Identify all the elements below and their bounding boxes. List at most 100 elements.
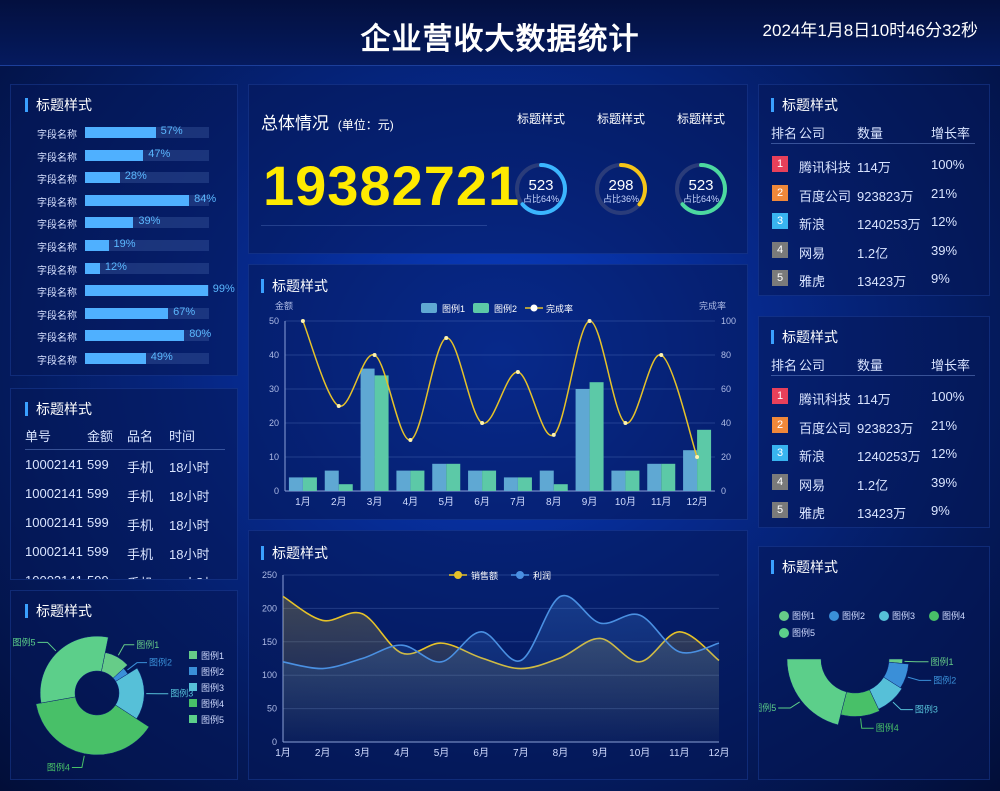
order-id: 10002141	[25, 457, 83, 472]
order-time: 18小时	[169, 573, 209, 579]
legend-label: 图例2	[201, 666, 224, 677]
rank-badge: 3	[772, 445, 788, 461]
x-tick-label: 2月	[331, 496, 347, 508]
page-title: 企业营收大数据统计	[360, 23, 640, 56]
x-tick-label: 12月	[687, 496, 708, 508]
y-tick-label: 50	[269, 316, 279, 326]
bar	[575, 389, 590, 491]
panel-title: 标题样式	[261, 546, 328, 560]
overview-title: 总体情况 (单位：元)	[261, 109, 394, 134]
bar	[482, 470, 497, 491]
col-header-time: 时间	[169, 429, 196, 444]
company-name: 新浪	[799, 449, 826, 464]
line-point	[623, 421, 628, 425]
panel-title: 标题样式	[771, 560, 838, 574]
bar-list-fill	[85, 330, 185, 342]
growth-rate: 9%	[931, 503, 950, 518]
bar-list-track	[85, 330, 209, 342]
bar	[553, 484, 568, 491]
bar-list-fill	[85, 172, 120, 184]
line-point	[480, 421, 485, 425]
pie-leader-line	[892, 701, 913, 711]
company-name: 百度公司	[799, 188, 852, 204]
bar-list-row: 字段名称 80%	[37, 328, 237, 344]
order-id: 10002141	[25, 544, 83, 559]
growth-rate: 39%	[931, 242, 958, 258]
growth-rate: 9%	[931, 271, 950, 286]
legend-swatch	[421, 303, 437, 313]
bar	[517, 477, 532, 491]
x-tick-label: 10月	[629, 747, 650, 759]
panel-title: 标题样式	[771, 330, 838, 344]
bar-list-fill	[85, 353, 146, 364]
gauge-value: 523	[528, 177, 553, 194]
bar	[468, 470, 483, 491]
company-amount: 114万	[857, 392, 891, 407]
area-chart: 0 50 100 150 200 250 1月 2月 3月 4月 5月 6月 7月 8月 9月 10月 11月 1…	[262, 570, 730, 759]
legend-marker	[516, 571, 524, 579]
y2-axis-label: 完成率	[699, 300, 726, 311]
gauge-ratio: 占比64%	[523, 193, 559, 204]
company-name: 百度公司	[799, 420, 852, 436]
bar-list-value: 80%	[189, 328, 212, 341]
datetime-display: 2024年1月8日10时46分32秒	[762, 21, 978, 40]
overview-panel: 总体情况 (单位：元) 19382721 标题样式 523 占比64% 标题样式 298…	[248, 84, 748, 254]
col-header-rank: 排名	[771, 126, 798, 141]
pie-slice-label: 图例4	[876, 722, 899, 733]
bar-list-fill	[85, 217, 134, 229]
bar-list-fill	[85, 194, 190, 206]
rank-badge: 2	[772, 416, 788, 433]
rank-panel-2: 标题样式 排名 公司 数量 增长率 1 腾讯科技 114万 100% 2 百度公司 923823万 2…	[758, 316, 990, 528]
divider	[771, 143, 975, 144]
col-header-rate: 增长率	[931, 358, 971, 373]
order-amount: 599	[87, 515, 109, 530]
pie-leader-line	[860, 718, 874, 729]
line-point	[695, 455, 700, 459]
growth-rate: 12%	[931, 446, 958, 461]
pie-slice-label: 图例4	[47, 761, 70, 772]
growth-rate: 21%	[931, 185, 958, 201]
col-header-product: 品名	[127, 429, 154, 444]
company-amount: 1.2亿	[857, 477, 889, 493]
pie-slice-label: 图例2	[149, 657, 172, 668]
legend-marker	[929, 611, 939, 621]
x-tick-label: 12月	[708, 747, 729, 759]
legend-swatch	[189, 715, 197, 723]
x-tick-label: 5月	[434, 747, 450, 759]
line-point	[659, 353, 664, 357]
panel-title: 标题样式	[25, 604, 92, 618]
company-name: 腾讯科技	[799, 160, 852, 175]
pie-right-panel: 标题样式 图例1 图例2 图例3 图例4 图例5 图例1 图例2 图例3 图例4 图例5	[758, 546, 990, 780]
x-tick-label: 3月	[367, 496, 383, 508]
y-tick-label: 40	[269, 350, 279, 360]
bar	[374, 375, 389, 491]
bar-list-value: 84%	[194, 192, 217, 205]
growth-rate: 100%	[931, 389, 965, 404]
line-point	[408, 438, 413, 442]
pie-leader-line	[71, 755, 85, 768]
bar-list-fill	[85, 285, 208, 297]
x-tick-label: 7月	[513, 747, 529, 759]
order-amount: 599	[87, 573, 109, 579]
bar-list-value: 99%	[212, 283, 235, 296]
pie-slice-label: 图例3	[170, 688, 193, 699]
bar-list-value: 19%	[113, 238, 136, 250]
legend-swatch	[473, 303, 489, 313]
y2-tick-label: 0	[721, 486, 726, 496]
bar-list-track	[85, 285, 209, 297]
legend-label: 图例3	[892, 610, 915, 621]
bar-list-value: 49%	[150, 351, 173, 363]
bar-list-row: 字段名称 67%	[37, 306, 237, 322]
pie-slice-label: 图例1	[136, 639, 159, 650]
bar	[432, 463, 447, 491]
rank-badge: 3	[772, 213, 788, 229]
x-tick-label: 3月	[354, 747, 370, 759]
order-product: 手机	[127, 460, 154, 475]
bar	[697, 429, 712, 491]
bar-list-value: 39%	[138, 215, 161, 228]
company-name: 新浪	[799, 217, 826, 232]
panel-title: 标题样式	[261, 279, 328, 293]
order-product: 手机	[127, 489, 154, 504]
bar-list-label: 字段名称	[37, 310, 77, 322]
pie-leader-line	[127, 662, 148, 671]
